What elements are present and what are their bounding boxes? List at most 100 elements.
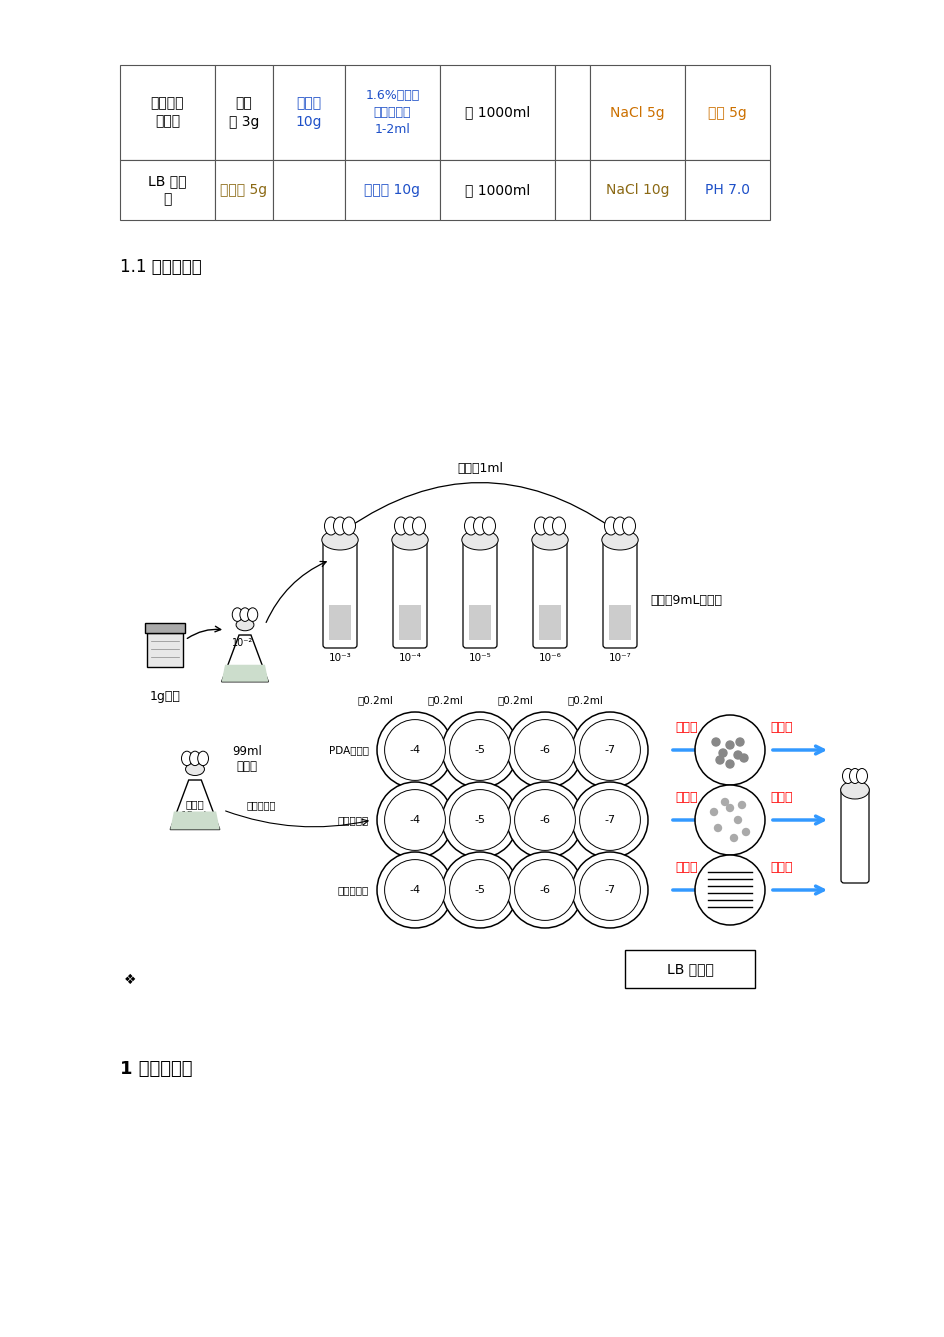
Circle shape bbox=[710, 809, 716, 816]
Text: 高氏培养基: 高氏培养基 bbox=[337, 816, 368, 825]
FancyBboxPatch shape bbox=[532, 537, 566, 648]
Circle shape bbox=[735, 738, 743, 746]
Text: LB 培养
基: LB 培养 基 bbox=[148, 174, 187, 206]
Circle shape bbox=[514, 790, 575, 850]
Text: -6: -6 bbox=[539, 816, 550, 825]
Circle shape bbox=[733, 817, 741, 824]
Text: ❖: ❖ bbox=[124, 973, 136, 987]
Circle shape bbox=[730, 834, 736, 841]
Circle shape bbox=[579, 790, 640, 850]
Circle shape bbox=[737, 801, 745, 809]
Text: 混合法: 混合法 bbox=[674, 792, 697, 804]
Text: PDA培养基: PDA培养基 bbox=[329, 745, 368, 755]
Text: 酵母膏 5g: 酵母膏 5g bbox=[220, 183, 267, 197]
Text: -7: -7 bbox=[604, 885, 615, 894]
Circle shape bbox=[711, 738, 719, 746]
Ellipse shape bbox=[342, 517, 355, 535]
FancyBboxPatch shape bbox=[840, 787, 868, 882]
Ellipse shape bbox=[464, 517, 477, 535]
Circle shape bbox=[507, 852, 582, 928]
Bar bbox=[608, 606, 631, 640]
Ellipse shape bbox=[392, 529, 428, 550]
Circle shape bbox=[377, 782, 452, 858]
Text: 99ml
无菌水: 99ml 无菌水 bbox=[232, 745, 261, 773]
Circle shape bbox=[449, 719, 510, 781]
Ellipse shape bbox=[855, 769, 867, 783]
Circle shape bbox=[507, 782, 582, 858]
Polygon shape bbox=[170, 812, 220, 829]
Circle shape bbox=[449, 790, 510, 850]
Text: 每管各9mL无菌水: 每管各9mL无菌水 bbox=[649, 594, 721, 607]
Circle shape bbox=[694, 854, 765, 925]
FancyBboxPatch shape bbox=[323, 537, 357, 648]
Text: -6: -6 bbox=[539, 745, 550, 755]
Text: 每皿例
15mL: 每皿例 15mL bbox=[180, 800, 210, 821]
Bar bbox=[684, 160, 769, 221]
Circle shape bbox=[726, 805, 733, 812]
Text: 各0.2ml: 各0.2ml bbox=[566, 695, 602, 705]
Text: 乳糖 5g: 乳糖 5g bbox=[707, 106, 746, 119]
Text: -4: -4 bbox=[409, 885, 420, 894]
Ellipse shape bbox=[181, 751, 192, 766]
Text: 各0.2ml: 各0.2ml bbox=[357, 695, 393, 705]
Circle shape bbox=[579, 719, 640, 781]
Circle shape bbox=[442, 713, 517, 787]
FancyBboxPatch shape bbox=[393, 537, 427, 648]
Circle shape bbox=[694, 715, 765, 785]
Circle shape bbox=[725, 741, 733, 749]
Ellipse shape bbox=[534, 517, 547, 535]
Ellipse shape bbox=[232, 608, 243, 622]
Text: 10⁻⁷: 10⁻⁷ bbox=[608, 652, 631, 663]
Text: 划线法: 划线法 bbox=[674, 861, 697, 874]
Text: LB 培养基: LB 培养基 bbox=[666, 963, 713, 976]
Bar bbox=[440, 160, 554, 221]
Text: 蛋白胨 10g: 蛋白胨 10g bbox=[364, 183, 420, 197]
Circle shape bbox=[384, 719, 445, 781]
Ellipse shape bbox=[622, 517, 634, 535]
Circle shape bbox=[714, 825, 720, 832]
Text: 1g土壤: 1g土壤 bbox=[149, 690, 180, 703]
Text: 挑菌落: 挑菌落 bbox=[769, 721, 792, 734]
Bar bbox=[273, 66, 345, 160]
Ellipse shape bbox=[531, 529, 567, 550]
Bar bbox=[345, 66, 440, 160]
Circle shape bbox=[449, 860, 510, 920]
Circle shape bbox=[514, 860, 575, 920]
Text: 各0.2ml: 各0.2ml bbox=[497, 695, 532, 705]
Text: -4: -4 bbox=[409, 816, 420, 825]
Bar bbox=[589, 66, 684, 160]
Text: 依次各1ml: 依次各1ml bbox=[457, 463, 502, 475]
Circle shape bbox=[571, 782, 648, 858]
Circle shape bbox=[442, 852, 517, 928]
Ellipse shape bbox=[601, 529, 637, 550]
Text: -5: -5 bbox=[474, 816, 485, 825]
Ellipse shape bbox=[394, 517, 407, 535]
Bar bbox=[589, 160, 684, 221]
Circle shape bbox=[384, 790, 445, 850]
Circle shape bbox=[725, 759, 733, 767]
Bar bbox=[538, 606, 561, 640]
Circle shape bbox=[720, 798, 728, 805]
Text: 稀释法: 稀释法 bbox=[674, 721, 697, 734]
Ellipse shape bbox=[236, 619, 254, 631]
Text: 10⁻⁵: 10⁻⁵ bbox=[468, 652, 491, 663]
Circle shape bbox=[571, 713, 648, 787]
Text: -4: -4 bbox=[409, 745, 420, 755]
Circle shape bbox=[571, 852, 648, 928]
Circle shape bbox=[739, 754, 748, 762]
Text: -5: -5 bbox=[474, 745, 485, 755]
Ellipse shape bbox=[190, 751, 200, 766]
Text: 水 1000ml: 水 1000ml bbox=[464, 106, 530, 119]
Bar bbox=[215, 66, 273, 160]
Ellipse shape bbox=[333, 517, 346, 535]
Text: 高氏培养基: 高氏培养基 bbox=[246, 800, 276, 810]
Ellipse shape bbox=[613, 517, 626, 535]
Ellipse shape bbox=[842, 769, 852, 783]
Polygon shape bbox=[170, 779, 220, 829]
Circle shape bbox=[579, 860, 640, 920]
Text: -7: -7 bbox=[604, 745, 615, 755]
Text: -5: -5 bbox=[474, 885, 485, 894]
Text: 各0.2ml: 各0.2ml bbox=[427, 695, 463, 705]
Circle shape bbox=[718, 749, 726, 757]
Ellipse shape bbox=[324, 517, 337, 535]
